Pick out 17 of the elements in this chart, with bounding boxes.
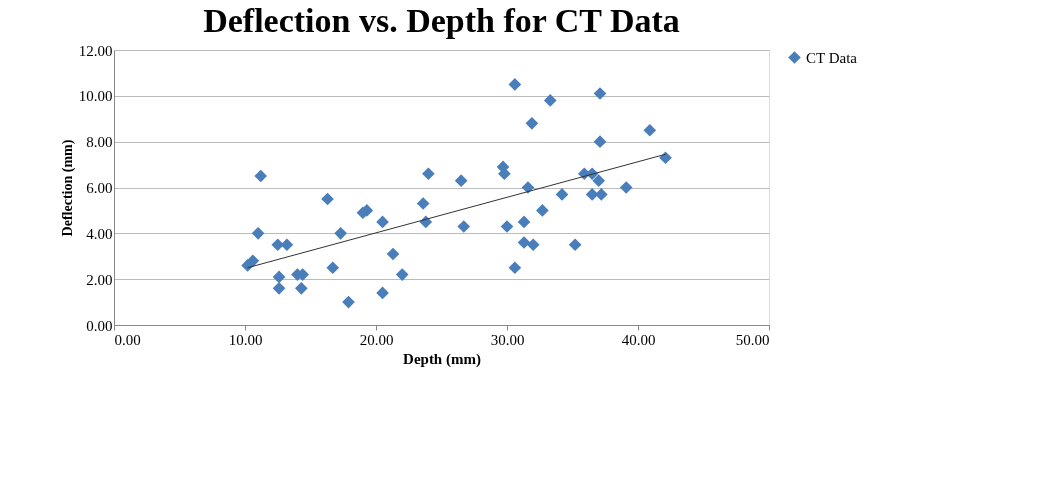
y-axis-title: Deflection (mm) [59, 139, 76, 237]
x-axis-title: Depth (mm) [403, 350, 481, 368]
chart-title: Deflection vs. Depth for CT Data [203, 2, 680, 39]
x-tick-label: 50.00 [735, 331, 770, 348]
x-tick-label: 30.00 [490, 331, 525, 348]
x-tick-label: 0.00 [114, 331, 141, 348]
x-tick-label: 10.00 [228, 331, 263, 348]
y-tick-label: 6.00 [86, 180, 113, 196]
y-tick-label: 8.00 [86, 134, 113, 151]
y-tick-label: 0.00 [86, 317, 113, 334]
y-tick-label: 2.00 [86, 271, 113, 288]
x-tick-label: 40.00 [621, 331, 656, 348]
legend-label: CT Data [806, 49, 858, 66]
y-tick-label: 4.00 [86, 225, 113, 242]
x-tick-label: 20.00 [359, 331, 394, 348]
y-tick-label: 10.00 [78, 88, 113, 105]
y-tick-label: 12.00 [78, 42, 113, 59]
